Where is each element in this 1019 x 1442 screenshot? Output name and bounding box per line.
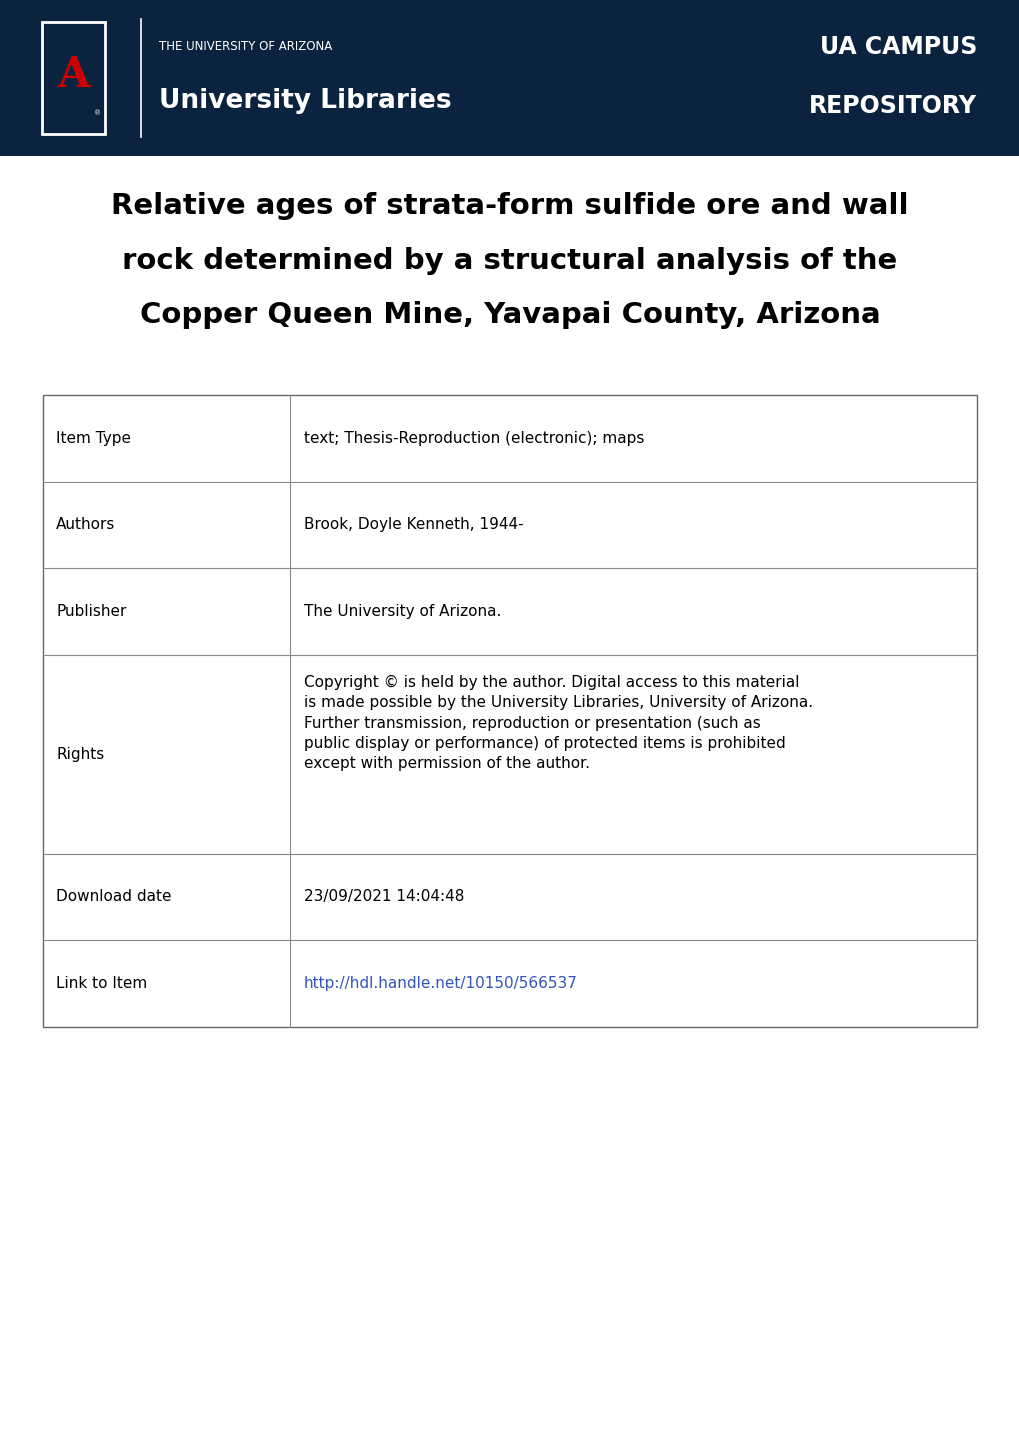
Text: text; Thesis-Reproduction (electronic); maps: text; Thesis-Reproduction (electronic); …: [304, 431, 643, 446]
Bar: [42, 22, 105, 134]
Text: University Libraries: University Libraries: [159, 88, 451, 114]
Text: Copper Queen Mine, Yavapai County, Arizona: Copper Queen Mine, Yavapai County, Arizo…: [140, 301, 879, 329]
Text: rock determined by a structural analysis of the: rock determined by a structural analysis…: [122, 247, 897, 274]
Text: Link to Item: Link to Item: [56, 976, 147, 991]
Text: Authors: Authors: [56, 518, 115, 532]
Text: The University of Arizona.: The University of Arizona.: [304, 604, 500, 619]
Text: Rights: Rights: [56, 747, 104, 761]
Text: 23/09/2021 14:04:48: 23/09/2021 14:04:48: [304, 890, 464, 904]
Text: Relative ages of strata-form sulfide ore and wall: Relative ages of strata-form sulfide ore…: [111, 192, 908, 219]
Text: Download date: Download date: [56, 890, 171, 904]
Bar: [0, 0, 1019, 156]
Text: http://hdl.handle.net/10150/566537: http://hdl.handle.net/10150/566537: [304, 976, 577, 991]
Text: A: A: [57, 53, 90, 97]
Text: Copyright © is held by the author. Digital access to this material
is made possi: Copyright © is held by the author. Digit…: [304, 675, 812, 771]
Text: Publisher: Publisher: [56, 604, 126, 619]
Bar: [43, 395, 976, 1027]
Text: Item Type: Item Type: [56, 431, 131, 446]
Text: Brook, Doyle Kenneth, 1944-: Brook, Doyle Kenneth, 1944-: [304, 518, 523, 532]
Text: UA CAMPUS: UA CAMPUS: [819, 35, 976, 59]
Text: REPOSITORY: REPOSITORY: [808, 94, 976, 118]
Text: THE UNIVERSITY OF ARIZONA: THE UNIVERSITY OF ARIZONA: [159, 40, 332, 53]
Text: ®: ®: [94, 111, 101, 117]
